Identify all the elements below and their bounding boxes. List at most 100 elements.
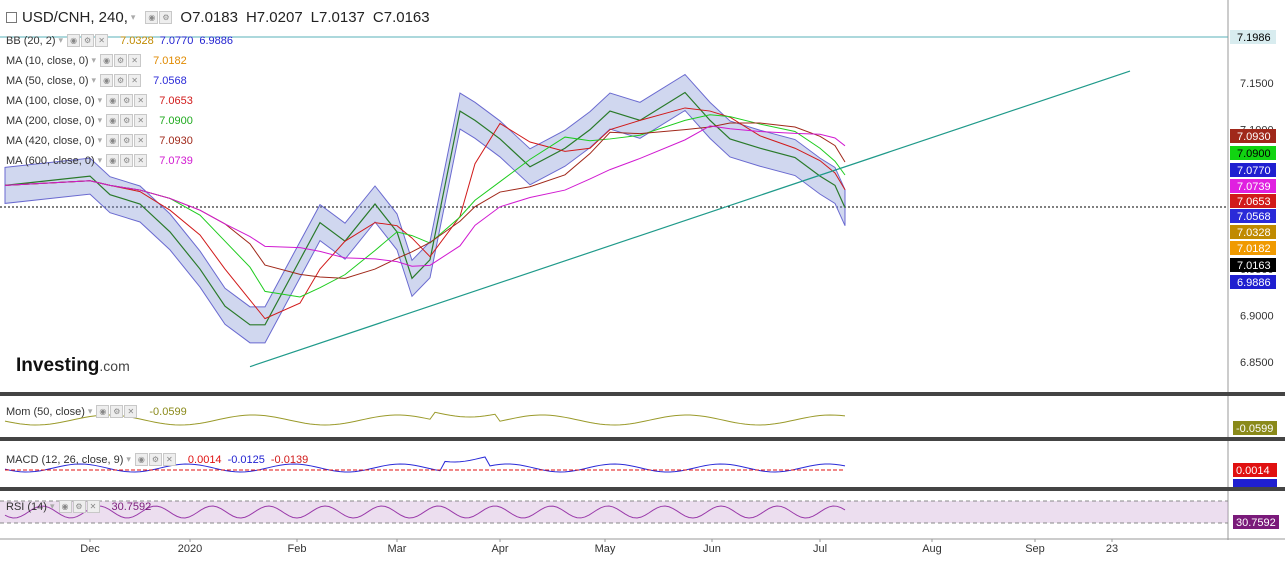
visibility-icon[interactable]: ◉ [58,500,72,513]
symbol-header: USD/CNH, 240, ▾ ◉ ⚙ O7.0183 H7.0207 L7.0… [6,9,430,26]
chevron-down-icon[interactable]: ▾ [91,75,97,85]
close-icon[interactable]: ✕ [128,74,142,87]
visibility-icon[interactable]: ◉ [106,94,120,107]
rsi-line [4,505,846,519]
macd-legend[interactable]: MACD (12, 26, close, 9) ▾ ◉ ⚙ ✕ 0.0014 -0.0125… [6,453,308,466]
settings-icon[interactable]: ⚙ [114,74,128,87]
price-badge [1230,194,1276,208]
close-icon[interactable]: ✕ [124,405,138,418]
settings-icon[interactable]: ⚙ [120,94,134,107]
settings-icon[interactable]: ⚙ [81,34,95,47]
visibility-icon[interactable]: ◉ [106,154,120,167]
indicator-legend-row[interactable]: BB (20, 2) ▾ ◉ ⚙ ✕ 7.0328 7.0770 6.9886 [6,34,233,47]
settings-icon[interactable]: ⚙ [72,500,86,513]
chevron-down-icon[interactable]: ▾ [97,155,103,165]
price-badge [1230,258,1276,272]
indicator-value: 6.9886 [199,34,234,47]
settings-icon[interactable]: ⚙ [120,114,134,127]
close-icon[interactable]: ✕ [134,154,148,167]
price-badge-label: 7.0930 [1237,131,1271,143]
price-badge [1230,30,1276,44]
mom-legend[interactable]: Mom (50, close) ▾ ◉ ⚙ ✕ -0.0599 [6,405,187,418]
indicator-label: MA (50, close, 0) [6,74,89,87]
ma-200-line [4,114,846,298]
indicator-value: 7.0653 [159,94,193,107]
indicator-legend-row[interactable]: MA (200, close, 0) ▾ ◉ ⚙ ✕ 7.0900 [6,114,193,127]
settings-icon[interactable]: ⚙ [120,154,134,167]
subpanel-label: RSI (14) [6,500,47,513]
close-icon[interactable]: ✕ [134,114,148,127]
ohlc-open: O7.0183 [180,9,238,26]
chevron-down-icon[interactable]: ▾ [97,95,103,105]
chevron-down-icon[interactable]: ▾ [87,406,93,416]
indicator-legend-row[interactable]: MA (600, close, 0) ▾ ◉ ⚙ ✕ 7.0739 [6,154,193,167]
subpanel-value: -0.0125 [227,453,265,466]
time-tick-label: Jun [703,543,721,555]
price-badge [1230,163,1276,177]
close-icon[interactable]: ✕ [95,34,109,47]
price-badge-label: 7.0163 [1237,260,1271,272]
settings-icon[interactable]: ⚙ [114,54,128,67]
indicator-value: 7.0900 [159,114,193,127]
chevron-down-icon[interactable]: ▾ [91,55,97,65]
time-tick-label: Aug [922,543,942,555]
settings-icon[interactable]: ⚙ [159,11,173,24]
price-badge [1230,129,1276,143]
indicator-legend-row[interactable]: MA (100, close, 0) ▾ ◉ ⚙ ✕ 7.0653 [6,94,193,107]
price-line [4,91,846,326]
settings-icon[interactable]: ⚙ [148,453,162,466]
mom-badge [1233,421,1277,435]
chevron-down-icon[interactable]: ▾ [126,454,131,464]
indicator-label: MA (600, close, 0) [6,154,95,167]
chevron-down-icon[interactable]: ▾ [97,115,103,125]
panel-divider-1 [0,392,1285,396]
visibility-icon[interactable]: ◉ [106,114,120,127]
visibility-icon[interactable]: ◉ [134,453,148,466]
price-badge [1230,146,1276,160]
price-badge [1230,225,1276,239]
trendline [249,70,1131,368]
close-icon[interactable]: ✕ [128,54,142,67]
time-tick-label: Sep [1025,543,1045,555]
indicator-value: 7.0568 [153,74,187,87]
indicator-value: 7.0328 [120,34,154,47]
visibility-icon[interactable]: ◉ [106,134,120,147]
macd-line [4,456,846,473]
chevron-down-icon[interactable]: ▾ [49,501,55,511]
settings-icon[interactable]: ⚙ [110,405,124,418]
collapse-icon[interactable] [6,12,17,23]
indicator-label: MA (420, close, 0) [6,134,95,147]
visibility-icon[interactable]: ◉ [145,11,159,24]
indicator-legend-row[interactable]: MA (10, close, 0) ▾ ◉ ⚙ ✕ 7.0182 [6,54,187,67]
close-icon[interactable]: ✕ [134,134,148,147]
time-tick-label: 23 [1106,543,1118,555]
close-icon[interactable]: ✕ [86,500,100,513]
mom-badge-label: -0.0599 [1236,423,1273,435]
indicator-legend-row[interactable]: MA (420, close, 0) ▾ ◉ ⚙ ✕ 7.0930 [6,134,193,147]
subpanel-value: -0.0139 [270,453,309,466]
visibility-icon[interactable]: ◉ [100,54,114,67]
indicator-legend-row[interactable]: MA (50, close, 0) ▾ ◉ ⚙ ✕ 7.0568 [6,74,187,87]
price-tick-label: 6.8500 [1240,357,1274,369]
chevron-down-icon[interactable]: ▾ [130,12,136,22]
price-badge-label: 7.1986 [1237,32,1271,44]
time-tick-label: May [595,543,616,555]
visibility-icon[interactable]: ◉ [96,405,110,418]
price-badge [1230,179,1276,193]
chevron-down-icon[interactable]: ▾ [58,35,64,45]
close-icon[interactable]: ✕ [134,94,148,107]
price-badge-label: 7.0653 [1237,196,1271,208]
visibility-icon[interactable]: ◉ [100,74,114,87]
indicator-value: 7.0770 [159,34,194,47]
rsi-legend[interactable]: RSI (14) ▾ ◉ ⚙ ✕ 30.7592 [6,500,151,513]
close-icon[interactable]: ✕ [162,453,176,466]
visibility-icon[interactable]: ◉ [67,34,81,47]
price-tick-label: 6.9000 [1240,311,1274,323]
chevron-down-icon[interactable]: ▾ [97,135,103,145]
bollinger-band [4,73,846,344]
price-badge-label: 6.9886 [1237,277,1271,289]
indicator-label: MA (10, close, 0) [6,54,89,67]
settings-icon[interactable]: ⚙ [120,134,134,147]
rsi-band [0,501,1228,523]
